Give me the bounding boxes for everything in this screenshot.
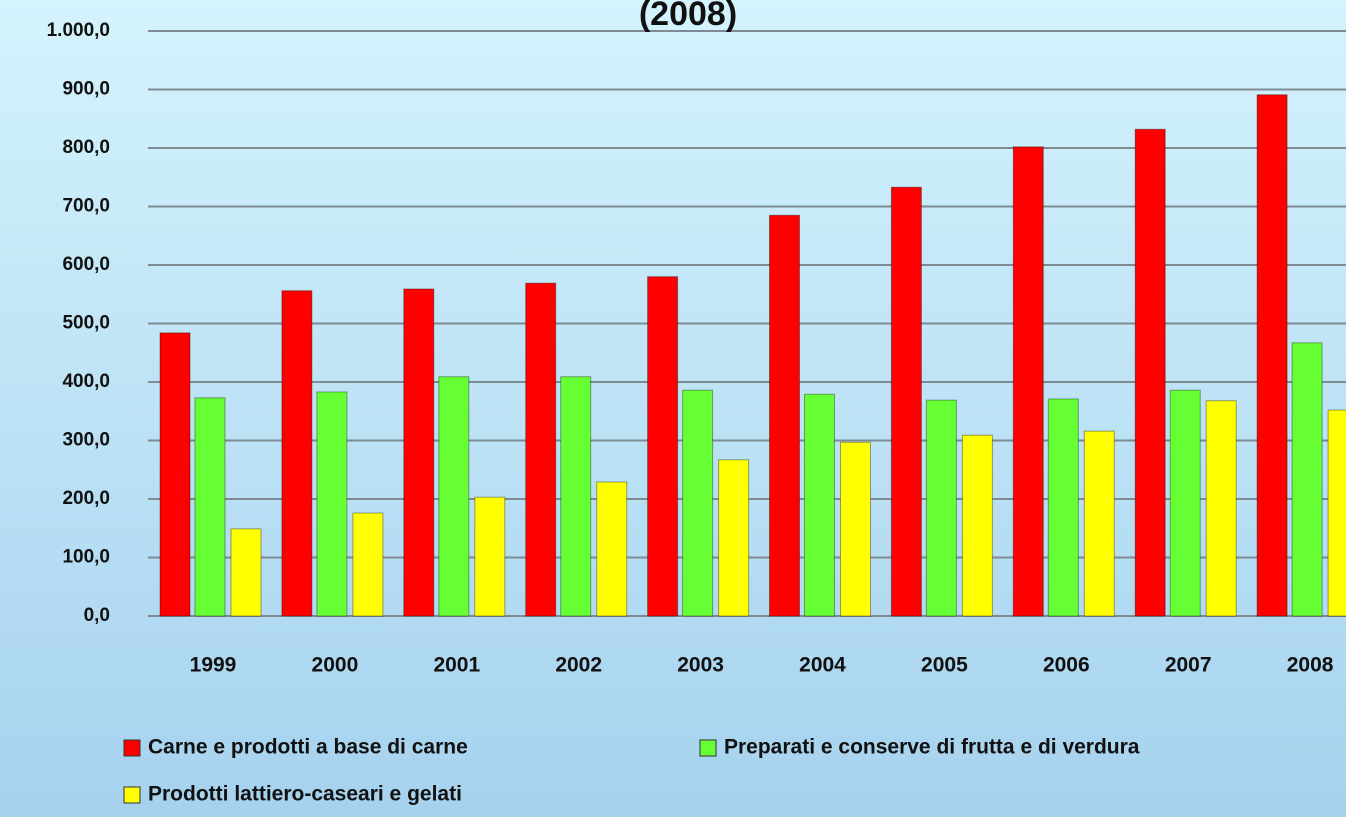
labels: 0,0 100,0 200,0 300,0 400,0 500,0 600,0 700,0 80… xyxy=(47,20,1334,806)
bar xyxy=(961,434,993,617)
x-tick-label: 2002 xyxy=(555,654,602,677)
y-tick-label: 600,0 xyxy=(62,254,110,275)
bar xyxy=(804,393,835,617)
y-tick-label: 900,0 xyxy=(62,79,110,100)
bar xyxy=(1327,409,1346,617)
bar xyxy=(194,397,226,617)
bar xyxy=(403,288,435,617)
x-tick-label: 2003 xyxy=(677,654,724,677)
y-tick-label: 200,0 xyxy=(62,488,110,509)
bar xyxy=(718,459,750,617)
bar xyxy=(281,290,313,617)
bar xyxy=(925,399,957,617)
x-tick-label: 2007 xyxy=(1165,654,1212,677)
x-tick-label: 2006 xyxy=(1043,654,1090,677)
y-tick-label: 1.000,0 xyxy=(47,20,110,41)
bar xyxy=(1047,398,1079,617)
bars xyxy=(159,94,1346,617)
bar xyxy=(159,332,191,617)
bar xyxy=(1012,146,1044,617)
bar xyxy=(840,441,871,617)
y-tick-label: 100,0 xyxy=(62,547,110,568)
x-tick-label: 2008 xyxy=(1287,654,1334,677)
y-tick-label: 300,0 xyxy=(62,430,110,451)
legend-label: Carne e prodotti a base di carne xyxy=(148,736,468,759)
x-tick-label: 2001 xyxy=(433,654,480,677)
bar xyxy=(647,276,679,617)
legend-label: Prodotti lattiero-caseari e gelati xyxy=(148,783,462,806)
bar xyxy=(230,528,262,617)
x-tick-label: 2004 xyxy=(799,654,846,677)
bar xyxy=(682,389,714,617)
x-tick-label: 1999 xyxy=(190,654,237,677)
bar xyxy=(560,376,592,617)
y-tick-label: 400,0 xyxy=(62,371,110,392)
legend-swatch xyxy=(123,786,141,804)
bar xyxy=(1256,94,1288,617)
y-tick-label: 800,0 xyxy=(62,137,110,158)
bar xyxy=(1169,389,1201,617)
legend-label: Preparati e conserve di frutta e di verd… xyxy=(724,736,1140,759)
y-tick-label: 700,0 xyxy=(62,196,110,217)
bar xyxy=(1205,400,1237,617)
x-tick-label: 2000 xyxy=(312,654,359,677)
legend-swatch xyxy=(699,739,717,757)
legend-swatch xyxy=(123,739,141,757)
x-tick-label: 2005 xyxy=(921,654,968,677)
bar xyxy=(316,391,348,617)
bar xyxy=(596,481,628,617)
chart-title: (2008) xyxy=(639,0,737,33)
bar xyxy=(474,496,506,617)
y-tick-label: 500,0 xyxy=(62,313,110,334)
bar xyxy=(890,186,922,617)
bar xyxy=(352,512,384,617)
bar xyxy=(525,282,557,617)
bar xyxy=(438,376,470,617)
bar xyxy=(1083,430,1115,617)
bar xyxy=(1291,342,1323,617)
bar xyxy=(1134,128,1166,617)
y-tick-label: 0,0 xyxy=(84,605,110,626)
bar xyxy=(769,214,800,617)
